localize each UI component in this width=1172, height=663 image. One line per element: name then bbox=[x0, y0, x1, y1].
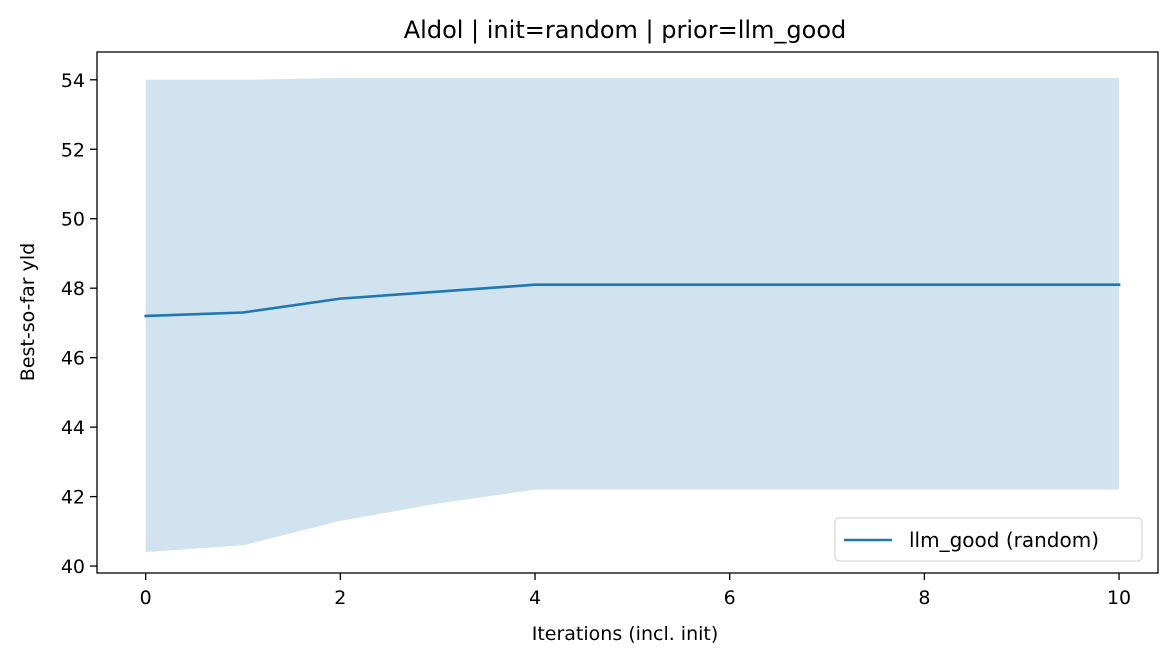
x-tick-label: 2 bbox=[334, 587, 346, 609]
x-tick-label: 8 bbox=[918, 587, 930, 609]
y-tick-label: 46 bbox=[61, 348, 85, 370]
x-axis-label: Iterations (incl. init) bbox=[532, 623, 719, 645]
axes-frame bbox=[96, 51, 1159, 574]
x-tick-label: 4 bbox=[529, 587, 541, 609]
legend-label: llm_good (random) bbox=[909, 528, 1099, 552]
y-tick-label: 54 bbox=[61, 70, 85, 92]
confidence-band-layer bbox=[145, 78, 1120, 553]
series-line-0 bbox=[144, 283, 1121, 318]
x-tick-label: 0 bbox=[140, 587, 152, 609]
y-tick-label: 42 bbox=[61, 487, 85, 509]
y-tick-label: 40 bbox=[61, 556, 85, 578]
legend-box bbox=[834, 517, 1143, 562]
y-tick-label: 48 bbox=[61, 278, 85, 300]
y-tick-label: 50 bbox=[61, 209, 85, 231]
confidence-band-0 bbox=[145, 78, 1120, 553]
chart-title: Aldol | init=random | prior=llm_good bbox=[404, 16, 847, 44]
y-axis-ticks: 40 42 44 46 48 50 52 54 bbox=[61, 70, 97, 578]
series-line-layer bbox=[144, 283, 1121, 318]
y-tick-label: 44 bbox=[61, 417, 85, 439]
x-tick-label: 10 bbox=[1107, 587, 1131, 609]
legend: llm_good (random) bbox=[834, 517, 1143, 562]
y-axis-label: Best-so-far yld bbox=[17, 243, 39, 381]
plot-area bbox=[144, 78, 1121, 553]
y-tick-label: 52 bbox=[61, 139, 85, 161]
x-tick-label: 6 bbox=[724, 587, 736, 609]
x-axis-ticks: 0 2 4 6 8 10 bbox=[140, 573, 1131, 609]
